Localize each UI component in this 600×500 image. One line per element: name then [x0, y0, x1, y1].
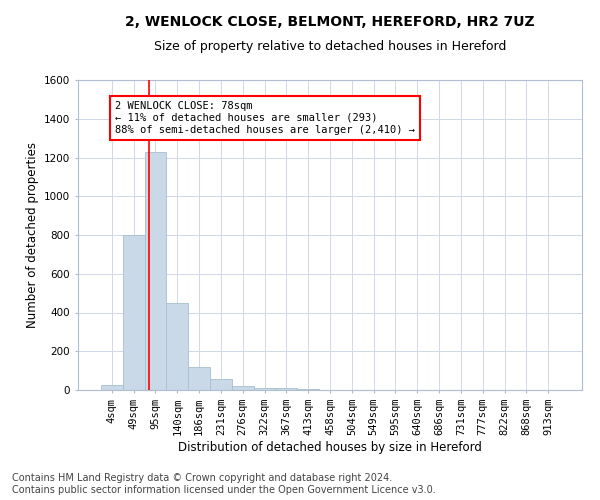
Text: Size of property relative to detached houses in Hereford: Size of property relative to detached ho…: [154, 40, 506, 53]
Bar: [210, 380, 232, 390]
X-axis label: Distribution of detached houses by size in Hereford: Distribution of detached houses by size …: [178, 440, 482, 454]
Bar: [145, 152, 166, 390]
Text: Contains HM Land Registry data © Crown copyright and database right 2024.
Contai: Contains HM Land Registry data © Crown c…: [12, 474, 436, 495]
Bar: [166, 303, 188, 390]
Bar: [297, 389, 319, 390]
Y-axis label: Number of detached properties: Number of detached properties: [26, 142, 38, 328]
Bar: [232, 386, 254, 390]
Text: 2, WENLOCK CLOSE, BELMONT, HEREFORD, HR2 7UZ: 2, WENLOCK CLOSE, BELMONT, HEREFORD, HR2…: [125, 15, 535, 29]
Bar: [254, 388, 275, 390]
Bar: [275, 388, 297, 390]
Bar: [188, 367, 210, 390]
Bar: [101, 385, 123, 390]
Bar: [123, 235, 145, 390]
Text: 2 WENLOCK CLOSE: 78sqm
← 11% of detached houses are smaller (293)
88% of semi-de: 2 WENLOCK CLOSE: 78sqm ← 11% of detached…: [115, 102, 415, 134]
